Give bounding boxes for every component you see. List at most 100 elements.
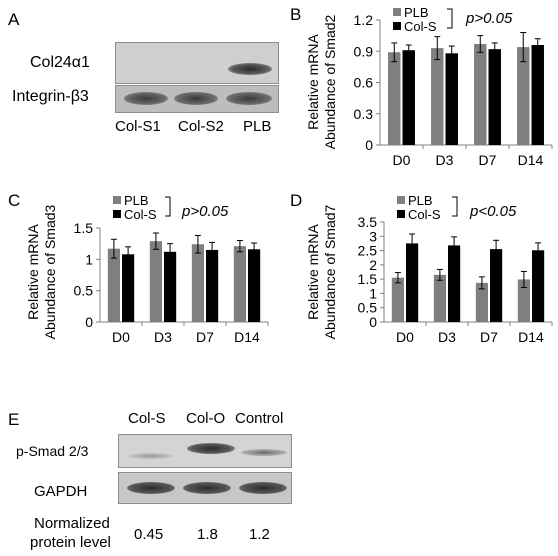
chart-b-xtick-label: D7 [479,152,497,168]
chart-d-bar-plb [391,277,404,322]
chart-b-ytick-label: 0.9 [354,43,374,59]
chart-b-ytick-label: 0 [365,137,373,153]
chart-d-xtick-label: D0 [396,329,414,345]
chart-c-xtick-label: D0 [112,329,130,345]
chart-c-xtick-label: D14 [234,329,260,345]
quant-value-col-o: 1.8 [197,526,218,543]
gapdh-band-control [239,482,287,494]
chart-d-p-value: p<0.05 [469,203,517,220]
chart-c-bar-col-s [206,249,219,322]
chart-b-bar-plb [517,47,530,146]
chart-d-xtick-label: D14 [518,329,544,345]
chart-b-legend-label-plb: PLB [404,5,429,20]
chart-b-xtick-label: D0 [393,152,411,168]
integrin-band-lane1 [124,92,168,105]
chart-b-legend-label-col-s: Col-S [404,19,437,34]
chart-c-ylabel-line2: Abundance of Smad3 [42,204,58,339]
chart-b-bar-col-s [531,45,544,145]
chart-c-legend-swatch-col-s [113,210,121,218]
panel-c-letter: C [8,191,20,210]
chart-c-bar-plb [107,248,120,322]
lane-label-col-s1: Col-S1 [115,118,161,135]
chart-d-ytick-label: 1 [369,285,377,301]
p-smad-label: p-Smad 2/3 [16,443,89,459]
panel-a-letter: A [8,10,20,29]
chart-c-significance-bracket [165,196,171,217]
quant-value-col-s: 0.45 [134,526,164,543]
chart-b-ytick-label: 1.2 [354,12,374,28]
chart-b-ylabel-line2: Abundance of Smad2 [322,14,338,149]
chart-d-bar-plb [433,274,446,322]
chart-c-legend-label-col-s: Col-S [124,207,157,222]
gapdh-band-col-o [183,482,231,494]
chart-d-legend-swatch-col-s [397,210,405,218]
chart-d-ytick-label: 3.5 [358,214,378,230]
chart-c-ytick-label: 0 [85,314,93,330]
chart-b-bar-col-s [445,53,458,146]
lane-label-col-s: Col-S [128,410,166,427]
chart-d-bar-plb [475,282,488,322]
chart-b-legend-swatch-plb [393,8,401,16]
chart-c-legend-label-plb: PLB [124,193,149,208]
chart-d-ytick-label: 2 [369,257,377,273]
chart-c-xtick-label: D3 [154,329,172,345]
chart-d-xtick-label: D3 [438,329,456,345]
chart-d-legend-swatch-plb [397,196,405,204]
chart-b-ytick-label: 0.3 [354,106,374,122]
chart-c-bar-plb [149,241,162,322]
col24a1-label: Col24α1 [30,54,90,71]
chart-b-ytick-label: 0.6 [354,75,374,91]
chart-b-bar-col-s [402,50,415,146]
col24a1-band-plb [228,63,272,75]
integrin-b3-blot [115,85,279,113]
chart-c-xtick-label: D7 [196,329,214,345]
gapdh-label: GAPDH [34,483,88,500]
chart-b-bar-col-s [488,49,501,145]
chart-d-significance-bracket [452,196,458,217]
chart-d-legend-label-plb: PLB [408,193,433,208]
panel-e-letter: E [8,410,20,429]
chart-d-bar-col-s [490,249,503,322]
p-smad-band-col-o [187,443,235,454]
chart-c-ytick-label: 1 [85,251,93,267]
chart-c-bar-col-s [122,254,135,322]
col24a1-blot [115,42,279,84]
chart-c-ytick-label: 0.5 [74,283,94,299]
integrin-band-lane3 [226,92,272,105]
lane-label-plb: PLB [243,118,272,135]
normalized-label-line1: Normalized [34,515,110,532]
gapdh-blot [118,472,292,504]
chart-d-bar-col-s [448,245,461,322]
chart-d-bar-col-s [532,250,545,322]
lane-label-control: Control [235,410,284,427]
chart-b-bar-plb [388,52,401,145]
chart-d-bar-plb [517,279,530,322]
lane-label-col-o: Col-O [186,410,226,427]
chart-d-xtick-label: D7 [480,329,498,345]
chart-c-legend-swatch-plb [113,196,121,204]
chart-d-ytick-label: 3 [369,228,377,244]
chart-c-p-value: p>0.05 [181,203,229,220]
panel-b-letter: B [290,5,301,24]
chart-c-bar-plb [233,246,246,322]
chart-d-ytick-label: 1.5 [358,271,378,287]
normalized-label-line2: protein level [30,534,111,551]
chart-c-ylabel-line1: Relative mRNA [25,224,41,320]
chart-c-bar-col-s [248,249,261,322]
chart-d-legend-label-col-s: Col-S [408,207,441,222]
chart-b-xtick-label: D14 [518,152,544,168]
chart-b-ylabel-line1: Relative mRNA [305,34,321,130]
chart-d-bar-col-s [406,243,419,322]
p-smad-band-col-s [129,453,173,459]
chart-d-ylabel-line2: Abundance of Smad7 [322,204,338,339]
chart-b-bar-plb [474,43,487,146]
chart-b-bar-plb [431,48,444,145]
chart-c-bar-plb [191,244,204,322]
integrin-band-lane2 [174,92,218,105]
panel-d-letter: D [290,191,302,210]
chart-b-legend-swatch-col-s [393,22,401,30]
chart-d-ytick-label: 0 [369,314,377,330]
chart-b-p-value: p>0.05 [465,10,513,27]
chart-d-ytick-label: 2.5 [358,243,378,259]
